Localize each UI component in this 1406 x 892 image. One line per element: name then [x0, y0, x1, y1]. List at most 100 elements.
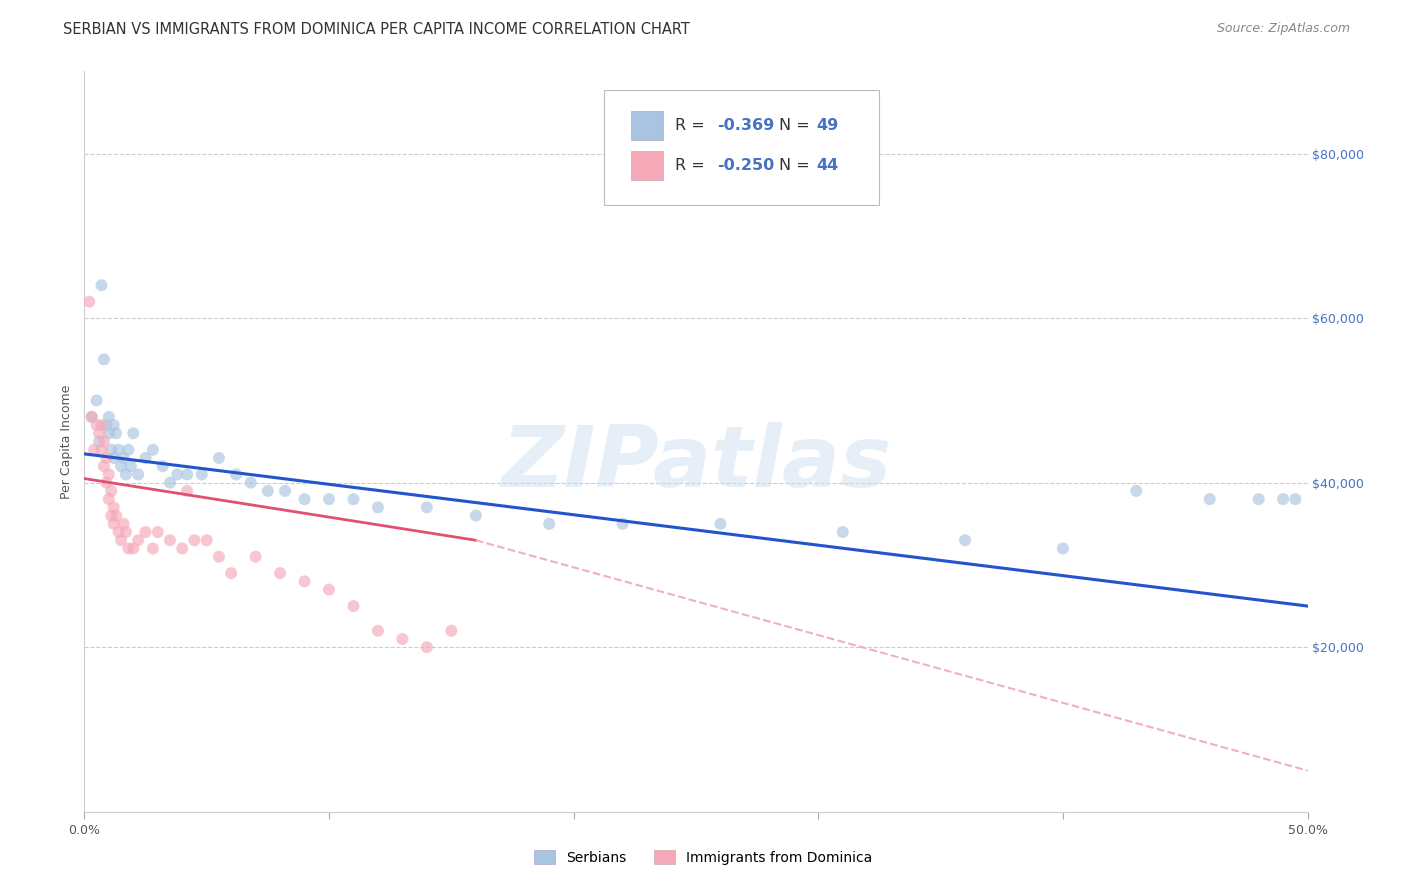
Point [115, 467, 138, 482]
Text: 49: 49 [815, 118, 838, 133]
Point [127, 467, 149, 482]
Point [77, 294, 100, 309]
Point [416, 500, 439, 515]
Point [191, 467, 214, 482]
Text: -0.369: -0.369 [717, 118, 775, 133]
Point [146, 524, 169, 539]
Point [107, 442, 129, 457]
Point [342, 492, 364, 507]
Point [709, 516, 731, 531]
Point [122, 426, 145, 441]
Point [135, 524, 157, 539]
Point [86, 393, 108, 408]
Point [391, 632, 413, 646]
Point [294, 574, 316, 589]
Point [83, 442, 105, 457]
Point [93, 352, 115, 367]
Point [464, 508, 486, 523]
Point [93, 434, 115, 449]
Point [80, 409, 103, 424]
Point [115, 524, 138, 539]
Point [172, 541, 194, 556]
Point [367, 624, 389, 638]
Point [90, 442, 112, 457]
Point [245, 549, 267, 564]
Point [135, 450, 157, 465]
Legend: Serbians, Immigrants from Dominica: Serbians, Immigrants from Dominica [527, 843, 879, 871]
Text: Source: ZipAtlas.com: Source: ZipAtlas.com [1216, 22, 1350, 36]
Point [107, 524, 129, 539]
Point [208, 450, 231, 465]
Point [831, 524, 853, 539]
Text: R =: R = [675, 118, 710, 133]
Point [318, 492, 340, 507]
Point [176, 467, 198, 482]
Point [159, 475, 181, 490]
Point [96, 475, 118, 490]
Point [274, 483, 297, 498]
Point [152, 459, 174, 474]
Point [440, 624, 463, 638]
Point [110, 459, 132, 474]
Point [195, 533, 218, 548]
Text: -0.250: -0.250 [717, 158, 775, 173]
Point [87, 434, 110, 449]
Point [103, 450, 125, 465]
Point [225, 467, 247, 482]
Text: ZIPatlas: ZIPatlas [501, 422, 891, 505]
FancyBboxPatch shape [631, 111, 664, 140]
Point [96, 450, 118, 465]
Point [86, 418, 108, 433]
Text: N =: N = [779, 118, 815, 133]
Point [208, 549, 231, 564]
Point [318, 582, 340, 597]
Point [159, 533, 181, 548]
Point [166, 467, 188, 482]
Point [294, 492, 316, 507]
Text: 44: 44 [815, 158, 838, 173]
Point [117, 442, 139, 457]
Point [97, 426, 120, 441]
Point [257, 483, 280, 498]
Point [87, 426, 110, 441]
Point [1052, 541, 1074, 556]
FancyBboxPatch shape [605, 90, 880, 204]
Point [1125, 483, 1147, 498]
Text: R =: R = [675, 158, 710, 173]
Point [176, 483, 198, 498]
Point [117, 541, 139, 556]
Point [127, 533, 149, 548]
Y-axis label: Per Capita Income: Per Capita Income [60, 384, 73, 499]
Point [90, 418, 112, 433]
Point [112, 516, 135, 531]
Point [80, 409, 103, 424]
Point [103, 516, 125, 531]
Point [100, 508, 122, 523]
Point [1284, 492, 1306, 507]
Point [219, 566, 242, 581]
Point [416, 640, 439, 655]
Point [269, 566, 291, 581]
Point [538, 516, 561, 531]
Point [100, 442, 122, 457]
Point [142, 442, 165, 457]
Point [1272, 492, 1295, 507]
Point [239, 475, 262, 490]
Point [122, 541, 145, 556]
Point [142, 541, 165, 556]
Point [100, 483, 122, 498]
Point [183, 533, 205, 548]
Point [105, 508, 128, 523]
Point [1198, 492, 1220, 507]
Point [953, 533, 976, 548]
Point [112, 450, 135, 465]
Text: N =: N = [779, 158, 815, 173]
Point [97, 409, 120, 424]
Point [96, 418, 118, 433]
FancyBboxPatch shape [631, 151, 664, 180]
Point [612, 516, 634, 531]
Point [110, 533, 132, 548]
Point [93, 459, 115, 474]
Point [97, 492, 120, 507]
Point [342, 599, 364, 613]
